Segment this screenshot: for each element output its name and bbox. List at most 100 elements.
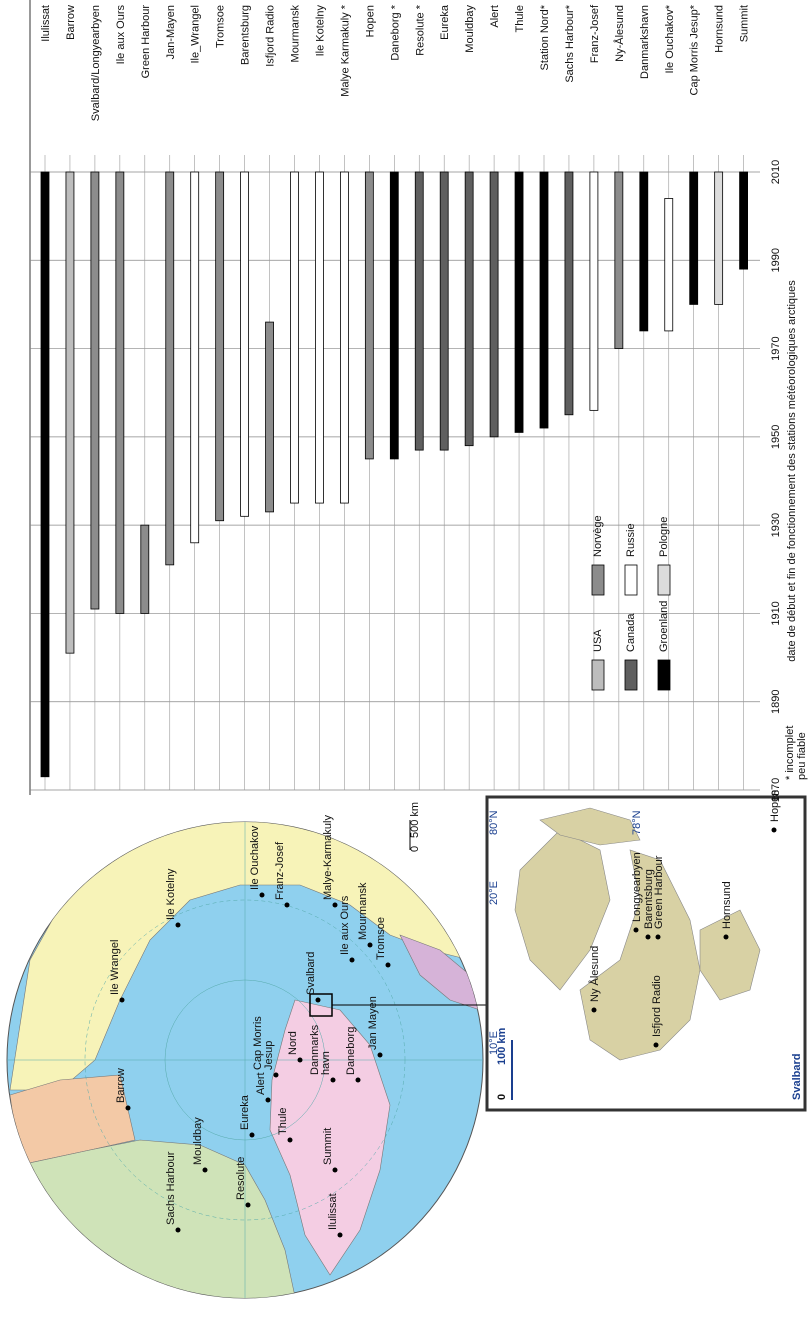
station-dot (337, 1232, 343, 1238)
x-tick-label: 1970 (770, 336, 782, 360)
map-label: Ile Wrangel (109, 940, 121, 995)
map: Barrow Ile Wrangel Ile Kotelny Ile Ouchakov… (6, 802, 487, 1299)
bar (664, 198, 674, 332)
land (539, 807, 641, 846)
station-dot (645, 934, 651, 940)
map-label: Ile aux Ours (339, 895, 351, 955)
x-tick-label: 1910 (770, 601, 782, 625)
station-dot (655, 934, 661, 940)
bar (190, 171, 200, 544)
bar (240, 171, 250, 517)
x-tick-label: 2010 (770, 160, 782, 184)
station-dot (202, 1167, 208, 1173)
bar (614, 171, 624, 349)
map-label: Tromsoe (375, 917, 387, 960)
legend-swatch (591, 564, 605, 596)
inset-label: Longyearbyen (631, 852, 643, 922)
station-label: Tromsoe (215, 5, 227, 48)
station-dot (259, 892, 265, 898)
map-label: Jesup (263, 1041, 275, 1070)
station-label: Mourmansk (290, 5, 302, 63)
station-label: Eureka (439, 4, 451, 40)
station-dot (265, 1097, 271, 1103)
station-label: Resolute * (414, 4, 426, 55)
station-dot (771, 827, 777, 833)
bar (65, 171, 75, 654)
station-label: Ile_Wrangel (190, 5, 202, 64)
bar (589, 171, 599, 411)
chart: 1870 1890 1910 1930 1950 1970 1990 2010 Ilulissa… (29, 0, 808, 802)
station-dot (367, 942, 373, 948)
inset-scale-label: 100 km (496, 1027, 508, 1065)
x-tick-label: 1990 (770, 248, 782, 272)
map-label: Eureka (239, 1094, 251, 1130)
legend-label: Groenland (658, 601, 670, 652)
bar (115, 171, 125, 614)
bar (564, 171, 574, 416)
bar (539, 171, 549, 429)
station-dot (287, 1137, 293, 1143)
inset-label: Ny Ålesund (588, 946, 601, 1002)
graticule-label: 10°E (488, 1031, 500, 1055)
inset-label: Barentsburg (643, 869, 655, 929)
station-label: Ile aux Ours (115, 5, 127, 65)
station-label: Thule (514, 5, 526, 33)
station-label: Svalbard/Longyearbyen (90, 5, 102, 121)
station-label: Ile Ouchakov* (664, 4, 676, 73)
graticule-label: 80°N (488, 810, 500, 835)
bar (140, 524, 150, 614)
bar (714, 171, 724, 305)
bar (439, 171, 449, 451)
graticule-label: 78°N (631, 810, 643, 835)
inset-scale-label: 0 (496, 1094, 508, 1100)
station-dot (125, 1105, 131, 1111)
legend-label: Canada (625, 613, 637, 652)
bar (414, 171, 424, 451)
station-label: Barrow (65, 5, 77, 40)
map-label: Cap Morris (252, 1016, 264, 1070)
station-label: Sachs Harbour* (564, 4, 576, 82)
station-label: Ny-Ålesund (613, 5, 626, 62)
station-label: Franz-Josef (589, 4, 601, 63)
station-label: Danmarkshavn (639, 5, 651, 79)
bar (639, 171, 649, 332)
chart-title: date de début et fin de fonctionnement d… (786, 280, 798, 662)
station-label: Green Harbour (140, 5, 152, 79)
map-label: Sachs Harbour (165, 1151, 177, 1225)
station-label: Summit (739, 5, 751, 42)
inset-label: Green Harbour (653, 855, 665, 929)
map-label: Ile Ouchakov (249, 825, 261, 890)
station-label: Malye Karmakuly * (339, 4, 351, 96)
bar (464, 171, 474, 447)
station-label: Alert (489, 5, 501, 28)
map-label: Franz-Josef (274, 841, 286, 900)
map-label: Malye-Karmakuly (322, 815, 334, 900)
station-label: Station Nord* (539, 4, 551, 70)
inset-title: Svalbard (791, 1054, 803, 1100)
map-scale-label: 500 km (409, 802, 421, 838)
legend-swatch (624, 659, 638, 691)
land (579, 849, 701, 1061)
inset-label: Hornsund (721, 881, 733, 929)
bar (339, 171, 349, 504)
inset-label: Isfjord Radio (651, 975, 663, 1037)
station-label: Jan-Mayen (165, 5, 177, 59)
station-label: Barentsburg (240, 5, 252, 65)
station-dot (284, 902, 290, 908)
bar (689, 171, 699, 305)
bar (389, 171, 399, 460)
bar (165, 171, 175, 566)
bar (364, 171, 374, 460)
station-dot (245, 1202, 251, 1208)
station-dot (249, 1132, 255, 1138)
legend-swatch (591, 659, 605, 691)
map-label: Ile Kotelny (165, 868, 177, 920)
station-label: Mouldbay (464, 5, 476, 53)
bar (489, 171, 499, 438)
station-label: Ile Kotelny (314, 5, 326, 57)
bar (290, 171, 299, 504)
station-dot (349, 957, 355, 963)
map-label: Nord (287, 1031, 299, 1055)
land-greenland (269, 999, 391, 1276)
x-tick-label: 1870 (770, 778, 782, 802)
